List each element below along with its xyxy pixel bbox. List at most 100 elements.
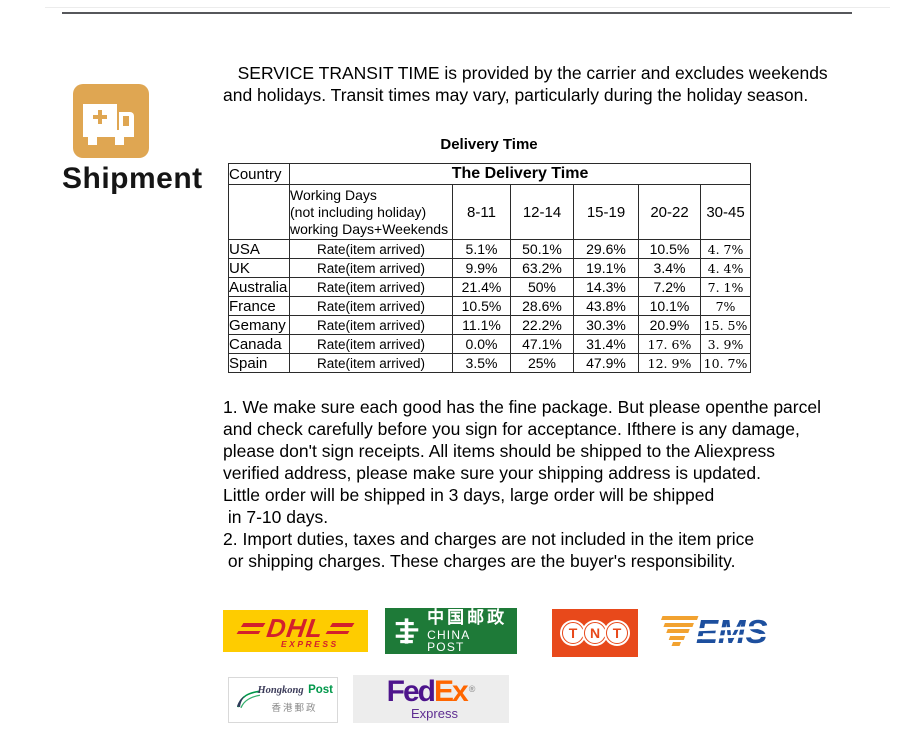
- rate-value: 10. 7%: [699, 353, 752, 373]
- rate-value: 25%: [510, 353, 574, 373]
- hongkong-label: Hongkong: [257, 685, 304, 696]
- rate-value: 47.1%: [510, 334, 574, 354]
- dhl-express-label: EXPRESS: [281, 639, 339, 649]
- dhl-wordmark: DHL: [265, 613, 326, 643]
- country-cell: France: [228, 296, 290, 316]
- working-days-header: Working Days (not including holiday) wor…: [289, 184, 453, 240]
- rate-label-cell: Rate(item arrived): [289, 315, 453, 335]
- country-cell: Gemany: [228, 315, 290, 335]
- dhl-dash-left: [236, 622, 266, 635]
- rate-value: 5.1%: [452, 239, 511, 259]
- rate-value: 22.2%: [510, 315, 574, 335]
- rate-value: 7.2%: [638, 277, 701, 297]
- rate-value: 43.8%: [573, 296, 639, 316]
- china-post-cn-label: 中国邮政: [427, 608, 508, 627]
- rate-value: 10.5%: [638, 239, 701, 259]
- rate-value: 31.4%: [573, 334, 639, 354]
- rate-value: 28.6%: [510, 296, 574, 316]
- top-divider-light: [45, 7, 890, 8]
- rate-label-cell: Rate(item arrived): [289, 353, 453, 373]
- rate-value: 3.5%: [452, 353, 511, 373]
- delivery-table: Country The Delivery Time Working Days (…: [228, 163, 752, 373]
- china-post-logo: 中国邮政 CHINA POST: [385, 608, 517, 654]
- rate-label-cell: Rate(item arrived): [289, 296, 453, 316]
- rate-value: 17. 6%: [638, 334, 701, 354]
- rate-value: 21.4%: [452, 277, 511, 297]
- country-cell: Spain: [228, 353, 290, 373]
- tnt-logo: T N T: [552, 609, 638, 657]
- country-cell: Australia: [228, 277, 290, 297]
- rate-label-cell: Rate(item arrived): [289, 239, 453, 259]
- table-row: USA Rate(item arrived) 5.1% 50.1% 29.6% …: [228, 239, 752, 259]
- col-header-country: Country: [228, 163, 290, 185]
- rate-value: 10.1%: [638, 296, 701, 316]
- hongkong-post-logo: Hongkong Post 香港郵政: [228, 677, 338, 723]
- rate-value: 12. 9%: [638, 353, 701, 373]
- range-header: 12-14: [510, 184, 574, 240]
- rate-value: 11.1%: [452, 315, 511, 335]
- range-header: 20-22: [638, 184, 701, 240]
- table-row: Gemany Rate(item arrived) 11.1% 22.2% 30…: [228, 315, 752, 335]
- registered-mark: ®: [468, 684, 476, 694]
- fedex-express-label: Express: [411, 706, 458, 721]
- rate-value: 47.9%: [573, 353, 639, 373]
- rate-value: 29.6%: [573, 239, 639, 259]
- country-cell: UK: [228, 258, 290, 278]
- table-subheader-row: Working Days (not including holiday) wor…: [228, 184, 752, 240]
- country-cell: USA: [228, 239, 290, 259]
- rate-value: 9.9%: [452, 258, 511, 278]
- rate-value: 4. 7%: [699, 239, 752, 259]
- shipment-truck-icon: [73, 84, 149, 158]
- table-header-row: Country The Delivery Time: [228, 163, 752, 185]
- tnt-letter-circle: T: [604, 620, 630, 646]
- fedex-logo: FedEx ® Express: [353, 675, 509, 723]
- range-header: 30-45: [699, 184, 752, 240]
- shipping-notes: 1. We make sure each good has the fine p…: [223, 397, 821, 571]
- rate-value: 7. 1%: [699, 277, 752, 297]
- rate-value: 10.5%: [452, 296, 511, 316]
- rate-label-cell: Rate(item arrived): [289, 277, 453, 297]
- rate-value: 19.1%: [573, 258, 639, 278]
- rate-value: 3.4%: [638, 258, 701, 278]
- ems-stripes-icon: [652, 615, 699, 646]
- table-row: Canada Rate(item arrived) 0.0% 47.1% 31.…: [228, 334, 752, 354]
- rate-value: 3. 9%: [699, 334, 752, 354]
- table-row: Australia Rate(item arrived) 21.4% 50% 1…: [228, 277, 752, 297]
- table-row: France Rate(item arrived) 10.5% 28.6% 43…: [228, 296, 752, 316]
- rate-value: 4. 4%: [699, 258, 752, 278]
- china-post-emblem-icon: [395, 618, 419, 644]
- delivery-table-title: Delivery Time: [440, 136, 538, 153]
- post-label: Post: [308, 684, 333, 696]
- china-post-en-label: CHINA POST: [427, 628, 470, 654]
- hongkong-post-cn-label: 香港郵政: [271, 702, 318, 714]
- rate-value: 63.2%: [510, 258, 574, 278]
- rate-label-cell: Rate(item arrived): [289, 258, 453, 278]
- rate-value: 50%: [510, 277, 574, 297]
- rate-value: 15. 5%: [699, 315, 752, 335]
- empty-cell: [228, 184, 290, 240]
- dhl-dash-right: [325, 622, 355, 635]
- top-divider: [62, 12, 852, 14]
- table-row: UK Rate(item arrived) 9.9% 63.2% 19.1% 3…: [228, 258, 752, 278]
- hongkong-post-bird-icon: [236, 690, 261, 708]
- ems-wordmark: EMS: [694, 613, 770, 650]
- rate-value: 50.1%: [510, 239, 574, 259]
- rate-label-cell: Rate(item arrived): [289, 334, 453, 354]
- col-header-main: The Delivery Time: [288, 163, 752, 185]
- rate-value: 0.0%: [452, 334, 511, 354]
- section-title: Shipment: [62, 162, 203, 195]
- tnt-letter-circle: T: [560, 620, 586, 646]
- dhl-logo: DHL EXPRESS: [223, 610, 368, 652]
- range-header: 15-19: [573, 184, 639, 240]
- rate-value: 20.9%: [638, 315, 701, 335]
- range-header: 8-11: [452, 184, 511, 240]
- fedex-wordmark: FedEx ®: [386, 675, 476, 708]
- country-cell: Canada: [228, 334, 290, 354]
- transit-time-note: SERVICE TRANSIT TIME is provided by the …: [223, 63, 828, 105]
- rate-value: 7%: [699, 296, 752, 316]
- rate-value: 30.3%: [573, 315, 639, 335]
- ems-logo: EMS: [657, 611, 772, 652]
- rate-value: 14.3%: [573, 277, 639, 297]
- table-row: Spain Rate(item arrived) 3.5% 25% 47.9% …: [228, 353, 752, 373]
